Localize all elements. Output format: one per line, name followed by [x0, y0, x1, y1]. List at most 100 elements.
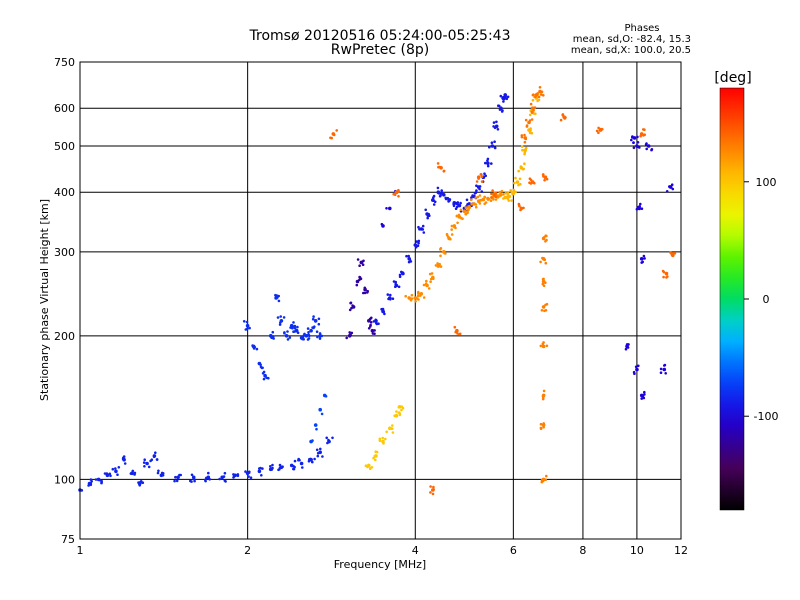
data-point-5-16-j0: [465, 198, 469, 202]
data-point-6-12-j1: [470, 202, 474, 206]
data-point-8-0-j4: [520, 135, 524, 139]
data-point-4-4-j4: [366, 291, 369, 294]
data-point-0-6-j1: [131, 469, 135, 473]
data-point-12-7-j0: [664, 372, 667, 375]
data-point-13-3-j2: [673, 252, 677, 255]
data-point-2-6-j3: [276, 316, 280, 319]
data-point-6-16-j3: [487, 197, 491, 201]
data-point-12-4-j0: [643, 393, 646, 396]
data-point-2-12-j4: [306, 327, 310, 330]
data-point-13-12-j1: [432, 488, 436, 491]
x-axis-label: Frequency [MHz]: [334, 558, 426, 571]
data-point-13-12-j4: [431, 492, 435, 496]
data-point-13-2-j2: [661, 269, 665, 273]
data-point-6-4-j0: [432, 277, 435, 281]
data-point-9-4-j3: [395, 410, 398, 413]
data-point-5-18-j1: [478, 187, 481, 191]
data-point-5-12-j4: [447, 199, 451, 202]
data-point-11-2-j1: [542, 393, 546, 397]
data-point-6-9-j2: [457, 213, 461, 217]
data-point-6-5-j4: [436, 262, 439, 265]
data-point-11-3-j3: [541, 342, 545, 346]
data-point-3-2: [318, 407, 323, 412]
colorbar-tick-label-1: 0: [763, 293, 770, 306]
data-point-11-3-j4: [539, 344, 543, 348]
data-point-7-1-j4: [506, 195, 510, 198]
data-point-8-4-j4: [540, 93, 543, 96]
data-point-6-4-j4: [429, 280, 432, 284]
data-point-2-7: [284, 334, 289, 338]
data-point-2-1-j4: [252, 347, 256, 350]
data-point-6-1-j4: [414, 300, 417, 303]
data-point-0-1-j4: [89, 482, 93, 485]
data-point-11-1-j1: [539, 422, 543, 426]
data-point-5-21-j0: [488, 145, 491, 149]
data-point-12-5-j3: [626, 346, 630, 349]
data-point-13-1-j4: [639, 134, 642, 138]
data-point-6-2-j1: [416, 294, 420, 298]
data-point-2-4-j4: [272, 335, 275, 338]
data-point-5-1-j2: [383, 312, 386, 316]
data-point-0-7-j4: [137, 481, 140, 484]
data-point-13-7-j4: [453, 325, 457, 329]
colorbar-bar: [719, 87, 745, 511]
data-point-13-8-j2: [480, 175, 484, 178]
data-point-9-1-j4: [375, 450, 379, 454]
data-point-0-0-j4: [80, 489, 84, 492]
data-point-13-14-j1: [559, 118, 563, 122]
data-point-6-13-j4: [474, 196, 478, 199]
data-point-1-10-j3: [292, 465, 295, 468]
data-point-5-2-j2: [389, 298, 392, 301]
data-point-12-0-j3: [636, 145, 639, 149]
data-point-6-8-j0: [450, 224, 454, 228]
data-point-2-4-j1: [272, 337, 275, 340]
data-point-13-10-j1: [522, 206, 525, 210]
data-point-11-7-j3: [545, 234, 548, 238]
data-point-5-18-j4: [478, 185, 482, 188]
colorbar-tick-label-2: -100: [754, 410, 779, 423]
data-point-6-8-j4: [454, 226, 457, 230]
data-point-12-9-j3: [636, 141, 640, 144]
data-point-7-5-j2: [524, 146, 528, 150]
data-point-0-1-j3: [89, 478, 93, 481]
data-point-4-3-j3: [358, 264, 361, 268]
data-point-13-0-j4: [597, 126, 600, 130]
data-point-11-4: [541, 305, 546, 309]
data-point-0-2-j4: [100, 481, 103, 485]
data-point-4-0-j1: [345, 336, 349, 340]
data-point-8-2-j4: [532, 108, 535, 112]
data-point-0-4-j2: [115, 470, 118, 473]
data-point-11-7-j4: [544, 240, 547, 243]
data-point-9-1-j1: [372, 456, 375, 460]
data-point-1-14-j4: [327, 438, 330, 442]
data-point-4-1-j2: [350, 306, 353, 310]
data-point-2-14-j2: [316, 335, 319, 339]
data-point-13-1-j3: [642, 128, 645, 131]
data-point-5-14-j1: [454, 207, 458, 210]
data-point-5-1-j4: [382, 310, 386, 314]
data-point-0-1-j2: [87, 484, 90, 487]
data-point-2-7-j4: [286, 330, 289, 333]
data-point-13-5: [394, 190, 399, 194]
data-point-1-1-j3: [174, 475, 177, 479]
data-point-2-14-j1: [315, 330, 319, 334]
data-point-13-4-j4: [329, 136, 332, 140]
data-point-12-8-j3: [665, 190, 669, 193]
data-point-5-6-j1: [414, 245, 418, 249]
data-point-4-6-j0: [373, 329, 376, 332]
data-point-13-2-j4: [662, 275, 665, 279]
data-point-13-13-j0: [545, 177, 549, 181]
data-point-6-7-j0: [449, 237, 452, 241]
data-point-8-3-j1: [537, 95, 541, 99]
data-point-9-2-j0: [381, 436, 385, 440]
data-point-5-14-j3: [459, 201, 462, 205]
data-point-4-3-j1: [356, 258, 360, 261]
data-point-6-18-j4: [496, 194, 500, 197]
data-point-3-2-j0: [320, 412, 324, 416]
data-point-6-0-j4: [404, 294, 408, 298]
data-point-5-8-j4: [426, 214, 430, 218]
data-point-1-1-j4: [173, 479, 176, 483]
data-point-13-7-j3: [456, 332, 459, 335]
data-point-2-14-j3: [318, 337, 322, 340]
data-point-5-23-j2: [497, 104, 501, 108]
